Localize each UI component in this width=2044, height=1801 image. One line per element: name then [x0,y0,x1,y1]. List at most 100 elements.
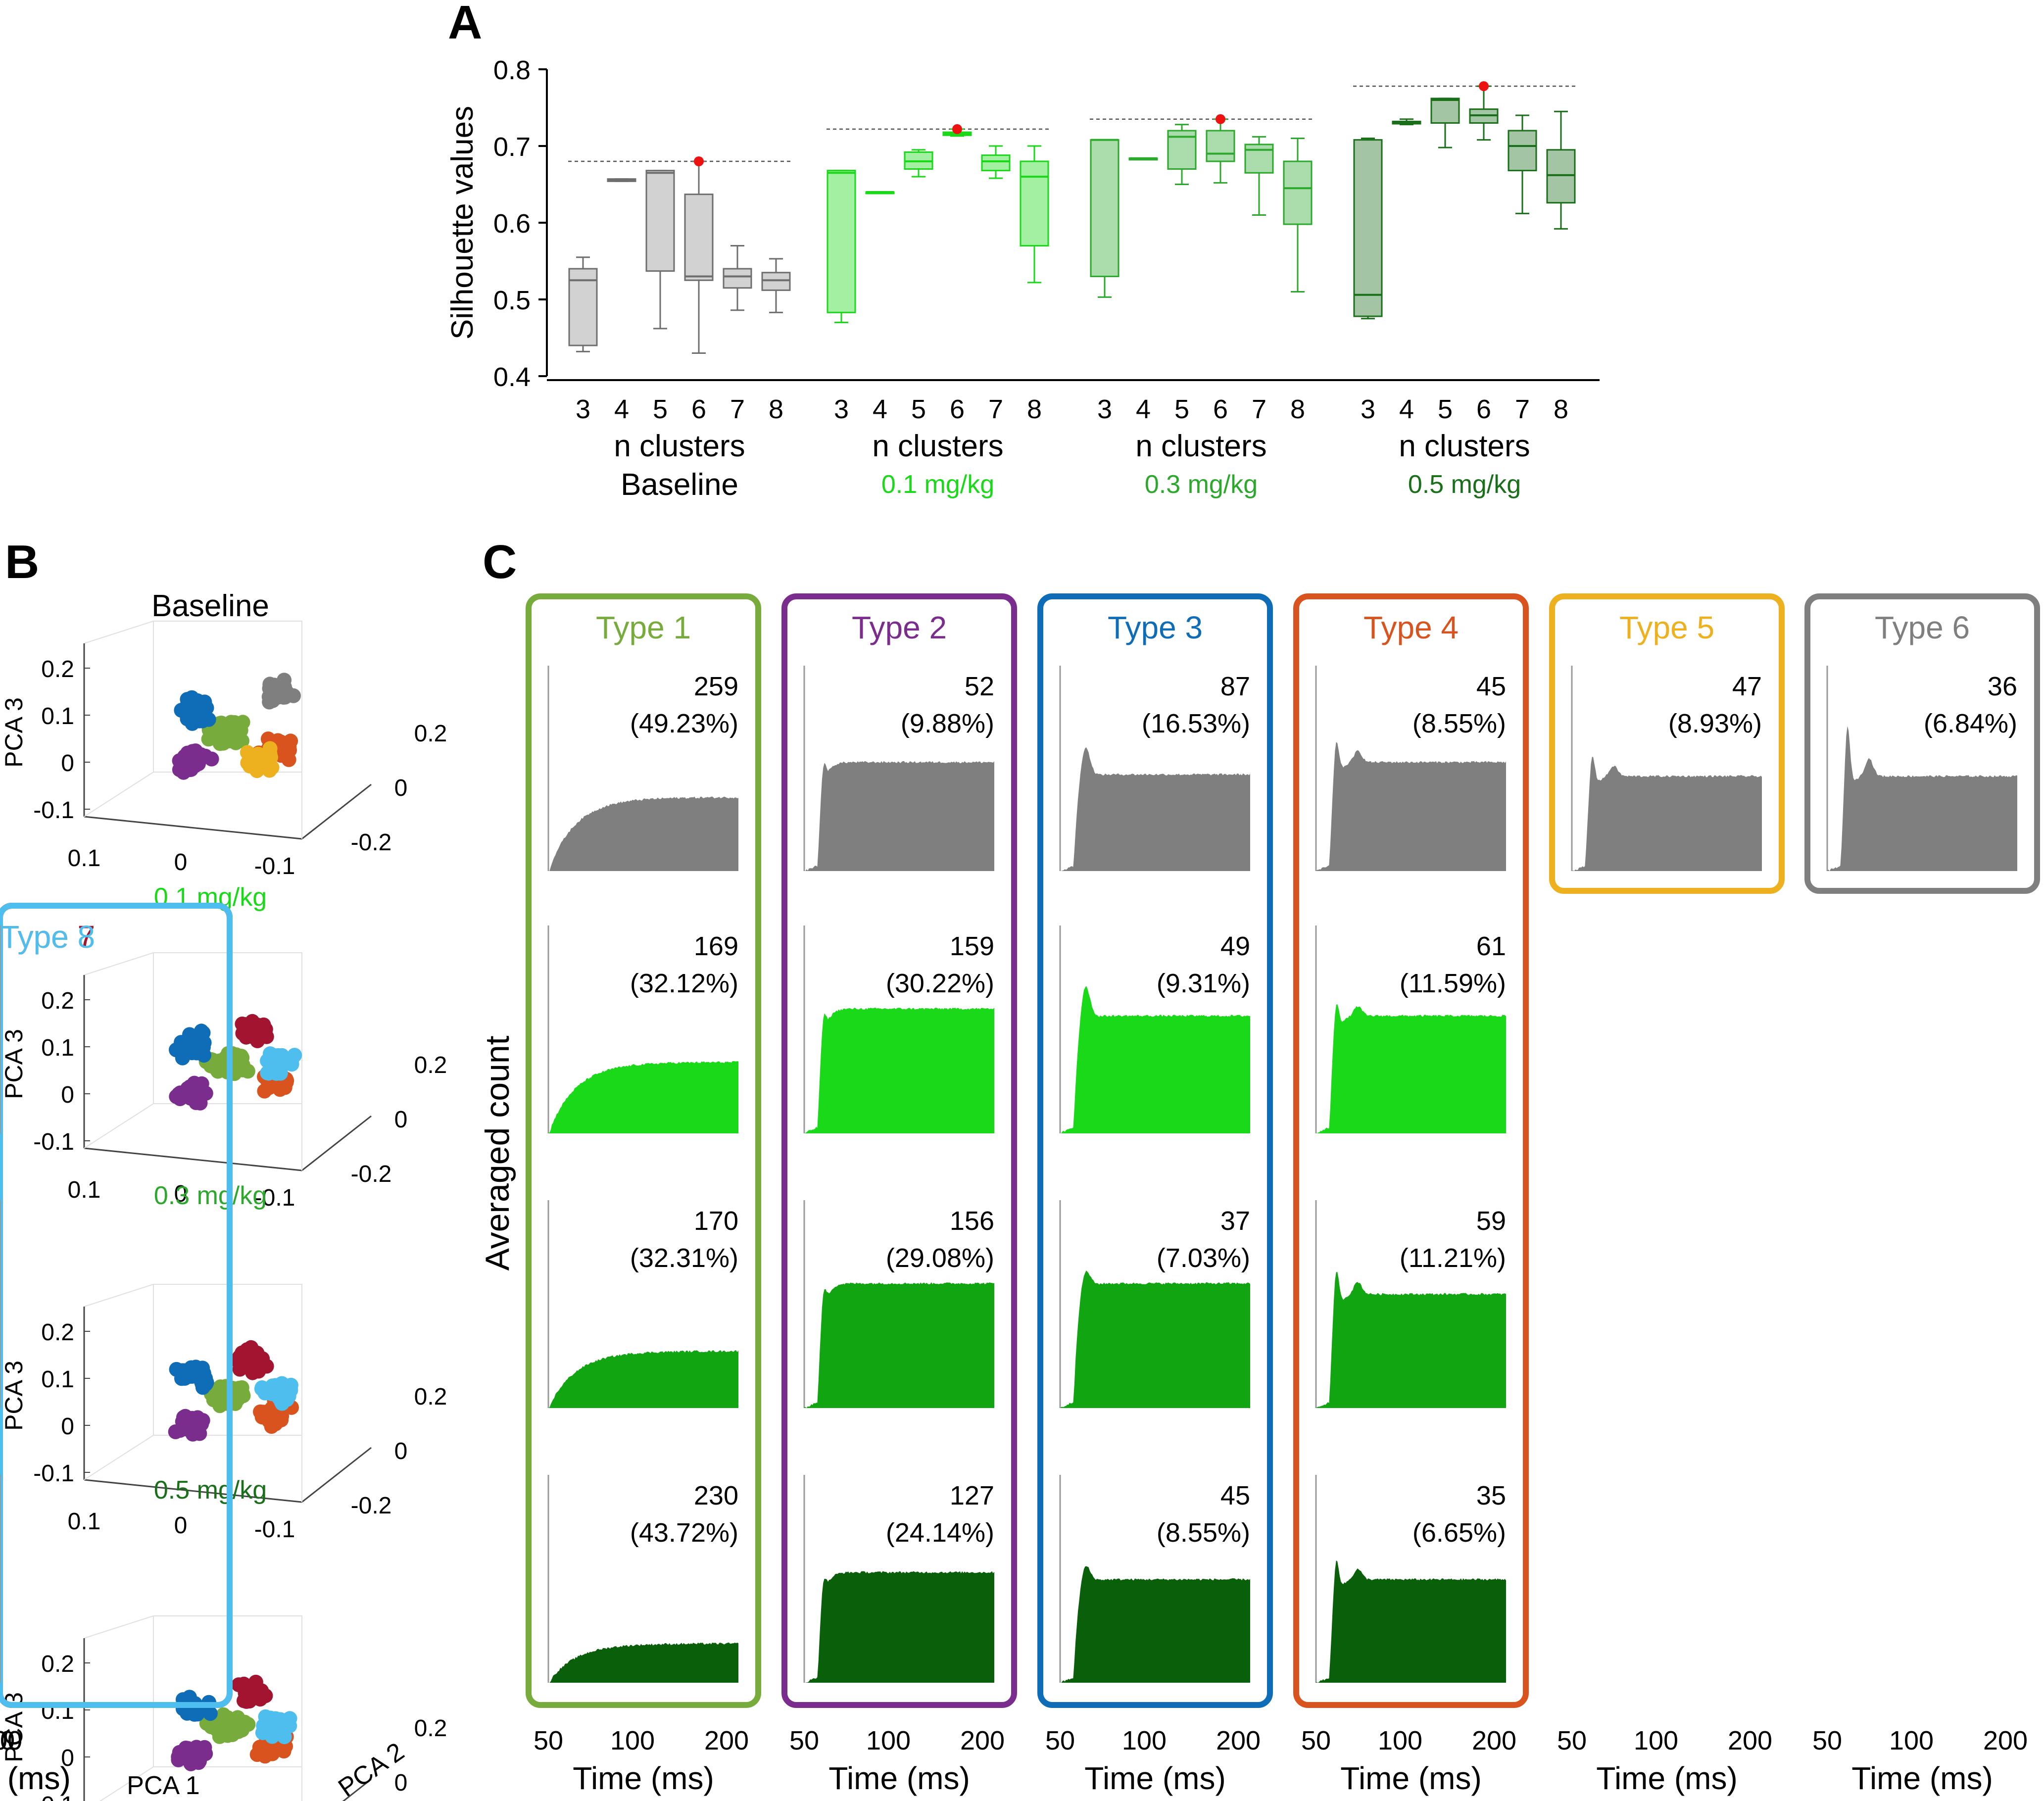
pca-z-tick: 0 [61,1745,74,1771]
pca-point [254,1380,270,1395]
pca-point [284,1057,299,1072]
x-tick-label: 6 [1476,394,1491,424]
pca-x-label: PCA 1 [127,1771,199,1800]
pca-box-edge [84,772,154,817]
pca-y-tick: -0.2 [351,1161,392,1187]
time-tick: 200 [1983,1726,2028,1755]
time-tick: 100 [0,1726,22,1755]
type-frame [0,903,233,1708]
x-tick-label: 4 [1136,394,1151,424]
box-rect [1283,160,1313,225]
time-tick: 50 [1045,1726,1075,1755]
best-k-marker [1216,114,1225,124]
pca-box-edge [99,1766,154,1801]
cell-count: 45 [1476,672,1506,701]
cell-percent: (8.93%) [1668,709,1762,738]
x-tick-label: 5 [653,394,668,424]
pca-z-tick: 0.2 [41,656,74,682]
pca-z-tick: 0.2 [41,1319,74,1346]
panel-label-b: B [5,535,39,588]
pca-point [184,1369,199,1384]
x-tick-label: 4 [1399,394,1414,424]
pca-point [172,1745,187,1760]
pca-x-tick: -0.1 [254,853,295,879]
time-tick: 100 [1889,1726,1934,1755]
pca-x-tick: 0.1 [68,1177,101,1203]
pca-point [179,702,194,717]
x-tick-label: 8 [1027,394,1042,424]
box-group: 3 4 5 6 7 8 n clusters 0.1 mg/kg [827,124,1049,499]
pca-x-axis [84,1147,302,1171]
pca-box-edge [84,952,154,975]
type-column: Type 5 47 (8.93%) 50 100 200 Time (ms) [1549,593,1785,1796]
pca-z-tick: 0.1 [41,1698,74,1724]
box-rect [568,268,598,346]
cell-count: 169 [694,931,738,961]
x-tick-label: 6 [1213,394,1228,424]
pca-point [274,1394,289,1410]
cell-percent: (8.55%) [1412,709,1506,738]
group-label: 0.1 mg/kg [881,470,994,499]
x-tick-label: 7 [1515,394,1530,424]
type-label: Type 8 [0,919,95,955]
x-tick-label: 8 [1290,394,1305,424]
x-tick-label: 3 [1097,394,1112,424]
group-label: 0.3 mg/kg [1145,470,1258,499]
box-rect [684,194,714,281]
time-tick: 200 [1216,1726,1261,1755]
type-column: Type 3 87 (16.53%) 49 (9.31%) 37 (7.03%) 45 (8.5… [1037,593,1273,1796]
pca-z-tick: 0 [61,1082,74,1108]
cell-percent: (49.23%) [630,709,738,738]
y-tick-label: 0.8 [493,55,531,85]
time-tick: 200 [1472,1726,1516,1755]
pca-point [235,1386,250,1402]
cell-count: 47 [1732,672,1762,701]
pca-point [273,1712,288,1728]
x-axis-label: n clusters [614,429,745,463]
cell-percent: (24.14%) [886,1518,994,1548]
time-tick: 50 [789,1726,819,1755]
pca-point [175,1050,190,1066]
pca-box-edge [84,1615,154,1639]
pca-point [252,1688,268,1704]
type-frame [1037,593,1273,1708]
cell-percent: (30.22%) [886,969,994,998]
pca-y-tick: 0 [394,1770,408,1796]
pca-z-tick: -0.1 [33,1792,74,1801]
cell-percent: (8.55%) [1157,1518,1250,1548]
x-tick-label: 3 [834,394,849,424]
cell-count: 45 [1220,1481,1250,1510]
time-axis-label: Time (ms) [573,1760,714,1796]
time-tick: 100 [1122,1726,1167,1755]
type-frame [781,593,1017,1708]
x-axis-label: n clusters [1135,429,1266,463]
pca-point [172,1091,188,1106]
time-tick: 200 [0,1726,22,1755]
pca-point [196,1365,211,1381]
time-tick: 200 [960,1726,1005,1755]
cell-count: 127 [950,1481,994,1510]
pca-y-tick: -0.2 [351,829,392,856]
pca-y-tick: 0.2 [414,1052,447,1078]
psth-area [1316,742,1506,871]
pca-point [175,1420,190,1436]
pca-point [280,685,294,700]
type-label: Type 7 [0,919,95,955]
pca-point [262,1077,277,1093]
cell-count: 37 [1220,1206,1250,1236]
group-label: 0.5 mg/kg [1408,470,1521,499]
cell-percent: (32.12%) [630,969,738,998]
type-label: Type 1 [596,610,691,645]
time-axis-label: Time (ms) [0,1760,71,1796]
best-k-marker [694,156,704,166]
best-k-marker [952,124,962,134]
box-rect [981,154,1011,172]
pca-plot: 0.5 mg/kg 0.2 0.1 0 -0.1 0.1 0 -0.1 -0.2 0 0.2 PCA … [0,1476,447,1801]
box-rect [1353,139,1383,317]
cell-percent: (9.88%) [901,709,994,738]
pca-point [262,741,278,756]
cell-percent: (6.65%) [1412,1518,1506,1548]
box-group: 3 4 5 6 7 8 n clusters 0.3 mg/kg [1090,114,1313,499]
